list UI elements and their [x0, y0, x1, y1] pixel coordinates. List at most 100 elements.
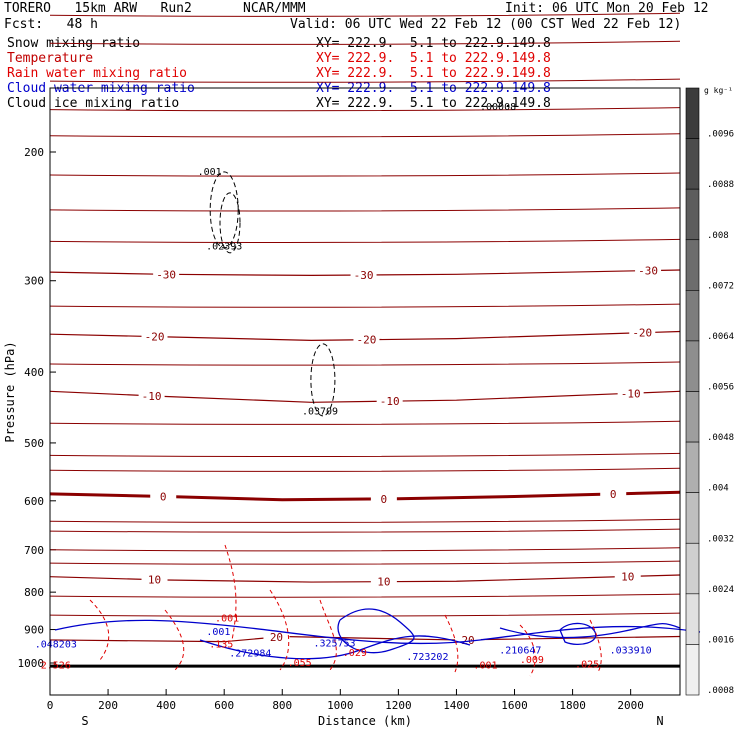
legend-snow: Snow mixing ratio — [7, 36, 141, 51]
x-left-end-label: S — [81, 714, 88, 728]
y-tick-label-300: 300 — [24, 275, 44, 288]
colorbar-marker: .00008 — [480, 102, 516, 113]
legend-temperature-xy: XY= 222.9. 5.1 to 222.9.149.8 — [316, 51, 551, 66]
isotherm-extra-15 — [49, 528, 681, 533]
isotherm-label-bg-20-0 — [263, 631, 290, 644]
isotherm-label-bg-0-0 — [150, 490, 177, 503]
isotherm-0 — [49, 490, 681, 502]
y-axis-label: Pressure (hPa) — [3, 341, 17, 442]
center-label: NCAR/MMM — [243, 1, 306, 16]
colorbar-segment-8 — [685, 492, 700, 544]
isotherm-10 — [49, 574, 681, 583]
y-tick-label-400: 400 — [24, 366, 44, 379]
isotherm-label--20-2: -20 — [632, 327, 652, 340]
forecast-hour: Fcst: 48 h — [4, 17, 98, 32]
colorbar-tick-6: .0048 — [707, 433, 734, 443]
x-tick-label-800: 800 — [272, 699, 292, 712]
isotherm-label-bg-10-1 — [370, 575, 397, 588]
colorbar-tick-11: .0008 — [707, 686, 734, 696]
isotherm-label-bg--20-2 — [629, 326, 656, 339]
legend-cloud-ice-xy: XY= 222.9. 5.1 to 222.9.149.8 — [316, 96, 551, 111]
x-tick-label-1000: 1000 — [327, 699, 354, 712]
legend-rain-xy: XY= 222.9. 5.1 to 222.9.149.8 — [316, 66, 551, 81]
cloud-water-label-2: .325753 — [313, 639, 355, 650]
y-tick-label-900: 900 — [24, 624, 44, 637]
isotherm-label-bg-0-1 — [370, 492, 397, 505]
isotherm-extra-16 — [49, 547, 681, 552]
cloud-water-contour-0 — [54, 619, 701, 645]
cloud-water-contour-2 — [337, 608, 415, 654]
cloud-water-label-1: .272984 — [229, 649, 271, 660]
isotherm-label--30-1: -30 — [354, 269, 374, 282]
rain-label-7: .001 — [473, 661, 497, 672]
x-tick-label-1800: 1800 — [559, 699, 586, 712]
cloud-water-label-6: .001 — [206, 627, 230, 638]
isotherm-label-bg-0-2 — [600, 487, 627, 500]
isotherm-label-bg--20-0 — [141, 330, 168, 343]
init-time: Init: 06 UTC Mon 20 Feb 12 — [505, 1, 709, 16]
cloud-ice-contour-0 — [209, 171, 239, 249]
colorbar-tick-5: .0056 — [707, 383, 734, 393]
rain-contour-3 — [269, 589, 290, 671]
colorbar-tick-7: .004 — [707, 484, 729, 494]
isotherm-label--30-2: -30 — [638, 265, 658, 278]
cloud-ice-contour-2 — [310, 343, 336, 417]
isotherm-extra-11 — [49, 420, 681, 425]
isotherm--30 — [49, 269, 681, 277]
x-right-end-label: N — [656, 714, 663, 728]
x-tick-label-200: 200 — [98, 699, 118, 712]
isotherm-label--10-0: -10 — [142, 390, 162, 403]
rain-label-0: .001 — [215, 614, 239, 625]
isotherm-label-bg-10-0 — [141, 573, 168, 586]
isotherm-extra-4 — [49, 107, 681, 112]
isotherm-label-10-0: 10 — [148, 574, 161, 587]
x-tick-label-600: 600 — [214, 699, 234, 712]
colorbar-tick-10: .0016 — [707, 635, 734, 645]
y-tick-label-800: 800 — [24, 586, 44, 599]
y-tick-label-500: 500 — [24, 437, 44, 450]
isotherm-label-bg--30-2 — [635, 264, 662, 277]
rain-label-5: .025 — [575, 660, 599, 671]
colorbar-unit: g kg⁻¹ — [704, 86, 733, 95]
isotherm-label-bg--30-1 — [350, 269, 377, 282]
isotherm-label-bg--20-1 — [353, 333, 380, 346]
rain-contour-1 — [89, 599, 110, 661]
rain-label-1: .135 — [209, 639, 233, 650]
isotherm-label-20-0: 20 — [270, 631, 283, 644]
colorbar-segment-7 — [685, 441, 700, 493]
colorbar-segment-1 — [685, 138, 700, 190]
isotherm-extra-10 — [49, 361, 681, 366]
isotherm-label-bg--10-2 — [617, 387, 644, 400]
colorbar-segment-11 — [685, 644, 700, 696]
isotherm-label-bg-10-2 — [614, 570, 641, 583]
cloud-ice-label-0: .001 — [198, 167, 222, 178]
isotherm-label-10-1: 10 — [377, 576, 390, 589]
rain-contour-5 — [444, 614, 459, 673]
isotherm-label-10-2: 10 — [621, 570, 634, 583]
isotherm-label--10-2: -10 — [621, 387, 641, 400]
isotherm--20 — [49, 330, 681, 341]
rain-label-6: 2.526 — [41, 661, 71, 672]
isotherm-label-0-0: 0 — [160, 490, 167, 503]
isotherm-label-0-1: 0 — [381, 493, 388, 506]
cloud-ice-label-2: .03709 — [302, 406, 338, 417]
isotherm-extra-2 — [49, 40, 681, 45]
cloud-water-label-3: .723202 — [406, 652, 448, 663]
legend-temperature: Temperature — [7, 51, 94, 66]
rain-label-2: .055 — [288, 658, 312, 669]
isotherm-extra-18 — [49, 593, 681, 598]
y-tick-label-200: 200 — [24, 146, 44, 159]
isotherm-label-bg--30-0 — [153, 268, 180, 281]
x-tick-label-1200: 1200 — [385, 699, 412, 712]
isotherm-extra-7 — [49, 207, 681, 212]
isotherm-extra-6 — [49, 172, 681, 177]
isotherm-extra-19 — [49, 612, 681, 617]
colorbar-tick-8: .0032 — [707, 534, 734, 544]
isotherm--10 — [49, 390, 681, 403]
x-axis-label: Distance (km) — [318, 714, 412, 728]
cloud-water-label-4: .210647 — [499, 645, 541, 656]
rain-contour-4 — [319, 599, 337, 671]
rain-contour-7 — [589, 619, 602, 673]
colorbar-segment-0 — [685, 87, 700, 139]
y-tick-label-1000: 1000 — [18, 657, 45, 670]
